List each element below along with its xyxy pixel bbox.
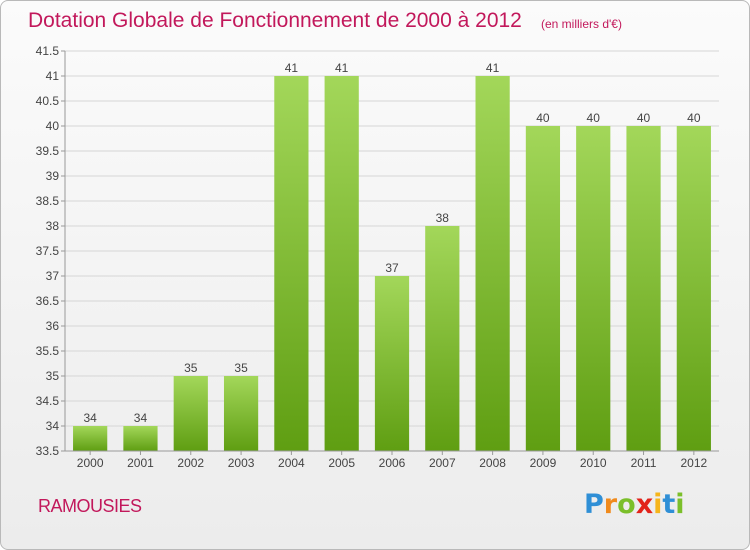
bar-2007 xyxy=(425,226,460,451)
bar-2003 xyxy=(223,376,259,451)
value-label-2012: 40 xyxy=(687,111,701,125)
axes xyxy=(64,51,719,452)
y-tick-label: 41.5 xyxy=(36,44,60,58)
x-tick-label-2011: 2011 xyxy=(631,456,657,470)
value-label-2003: 35 xyxy=(234,361,248,375)
y-tick-label: 38 xyxy=(46,219,60,233)
y-tick-label: 40.5 xyxy=(36,94,60,108)
proxiti-logo: Proxiti xyxy=(584,489,685,520)
logo-letter: i xyxy=(653,489,663,520)
x-tick-label-2002: 2002 xyxy=(177,456,204,470)
logo-letter: x xyxy=(635,489,654,520)
x-tick-label-2008: 2008 xyxy=(479,456,506,470)
bar-2000 xyxy=(73,426,108,451)
x-tick-label-2000: 2000 xyxy=(77,456,104,470)
x-tick-label-2003: 2003 xyxy=(228,456,255,470)
x-tick-label-2007: 2007 xyxy=(429,456,456,470)
value-labels: 34 34 35 35 41 41 37 38 41 40 40 40 40 xyxy=(83,61,700,425)
y-tick-label: 40 xyxy=(46,119,60,133)
y-tick-label: 34.5 xyxy=(36,394,60,408)
x-tick-label-2012: 2012 xyxy=(680,456,707,470)
x-tick-label-2010: 2010 xyxy=(580,456,607,470)
bars xyxy=(73,76,711,451)
y-tick-label: 35 xyxy=(46,369,60,383)
value-label-2006: 37 xyxy=(385,261,399,275)
logo-letter: P xyxy=(584,489,604,520)
y-tick-label: 36.5 xyxy=(36,294,60,308)
bar-2010 xyxy=(576,126,611,451)
y-axis-ticks: 33.5 34 34.5 35 35.5 36 36.5 37 37.5 38 38.5 39 39.5… xyxy=(36,44,65,458)
x-tick-label-2009: 2009 xyxy=(530,456,557,470)
value-label-2009: 40 xyxy=(536,111,550,125)
chart-title: Dotation Globale de Fonctionnement de 20… xyxy=(28,9,522,32)
y-tick-label: 36 xyxy=(46,319,60,333)
value-label-2000: 34 xyxy=(83,411,97,425)
bar-2008 xyxy=(475,76,510,451)
bar-2001 xyxy=(123,426,158,451)
chart-subtitle: (en milliers d'€) xyxy=(541,17,622,31)
y-tick-label: 35.5 xyxy=(36,344,60,358)
x-tick-label-2006: 2006 xyxy=(379,456,406,470)
logo-letter: o xyxy=(617,489,636,520)
y-tick-label: 38.5 xyxy=(36,194,60,208)
value-label-2008: 41 xyxy=(486,61,500,75)
place-name: RAMOUSIES xyxy=(38,496,142,516)
y-tick-label: 41 xyxy=(46,69,60,83)
y-tick-label: 34 xyxy=(46,419,60,433)
bar-2009 xyxy=(525,126,561,451)
bar-2004 xyxy=(274,76,309,451)
value-label-2005: 41 xyxy=(335,61,349,75)
x-tick-label-2001: 2001 xyxy=(127,456,154,470)
bar-2011 xyxy=(626,126,661,451)
bar-2002 xyxy=(173,376,208,451)
value-label-2010: 40 xyxy=(587,111,601,125)
logo-letter: t xyxy=(662,489,676,520)
y-tick-label: 37.5 xyxy=(36,244,60,258)
y-tick-label: 33.5 xyxy=(36,444,60,458)
value-label-2007: 38 xyxy=(436,211,450,225)
bar-2012 xyxy=(676,126,711,451)
value-label-2001: 34 xyxy=(134,411,148,425)
x-tick-label-2005: 2005 xyxy=(328,456,355,470)
value-label-2011: 40 xyxy=(637,111,651,125)
x-tick-label-2004: 2004 xyxy=(278,456,305,470)
y-tick-label: 39.5 xyxy=(36,144,60,158)
logo-letter: r xyxy=(603,489,618,520)
y-tick-label: 37 xyxy=(46,269,60,283)
bar-2005 xyxy=(324,76,359,451)
bar-2006 xyxy=(374,276,410,451)
y-tick-label: 39 xyxy=(46,169,60,183)
value-label-2002: 35 xyxy=(184,361,198,375)
value-label-2004: 41 xyxy=(285,61,299,75)
logo-letter: i xyxy=(675,489,685,520)
x-axis-ticks: 2000 2001 2002 2003 2004 2005 2006 2007 2008 2009… xyxy=(77,451,708,470)
